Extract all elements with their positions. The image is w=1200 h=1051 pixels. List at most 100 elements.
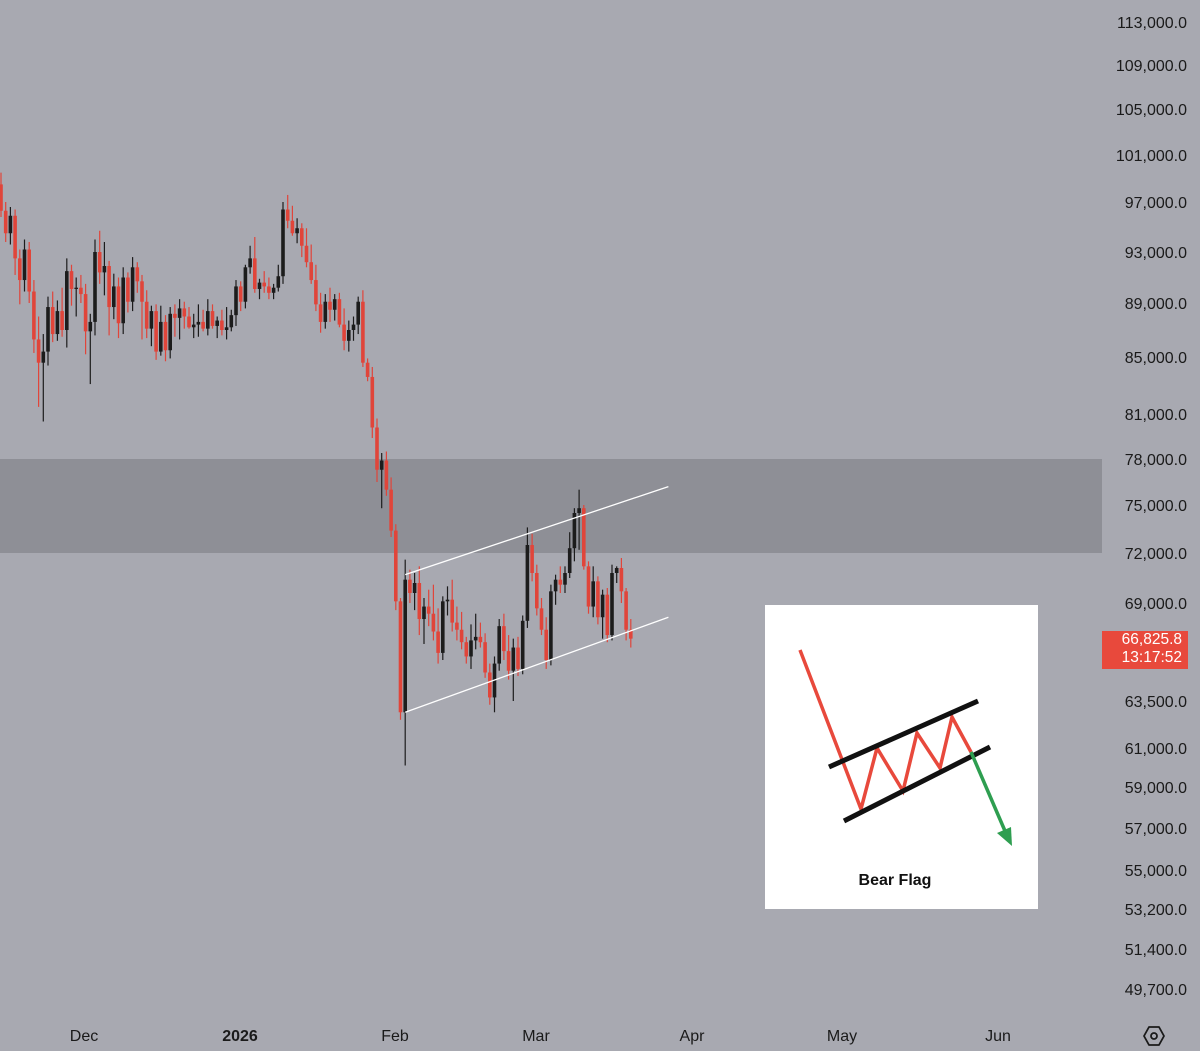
candle-body xyxy=(196,321,201,325)
x-axis-tick-label: Dec xyxy=(70,1028,98,1045)
y-axis-tick-label: 93,000.0 xyxy=(1125,245,1187,262)
candle-body xyxy=(558,579,563,585)
candle-body xyxy=(163,321,168,351)
candle-body xyxy=(173,313,177,318)
candle-body xyxy=(314,280,318,305)
candle-body xyxy=(478,636,483,643)
candle-body xyxy=(412,583,417,593)
candle-body xyxy=(304,245,309,263)
candle-body xyxy=(93,252,97,322)
candle-body xyxy=(516,647,520,669)
candle-body xyxy=(309,262,313,281)
candle-countdown: 13:17:52 xyxy=(1121,649,1182,666)
candle-body xyxy=(549,591,553,661)
candle-body xyxy=(403,579,407,713)
candle-body xyxy=(220,320,224,330)
candle-body xyxy=(36,339,41,363)
channel-lower-line xyxy=(404,616,669,713)
x-axis-tick-label: Jun xyxy=(985,1028,1011,1045)
candle-body xyxy=(0,184,3,211)
candle-body xyxy=(582,508,586,567)
candle-body xyxy=(506,651,511,671)
y-axis-tick-label: 61,000.0 xyxy=(1125,741,1187,758)
candle-body xyxy=(389,489,393,531)
candle-body xyxy=(394,530,398,602)
candle-body xyxy=(591,581,595,607)
candle-body xyxy=(3,210,8,234)
candle-body xyxy=(116,286,121,324)
candle-body xyxy=(422,606,426,620)
candle-body xyxy=(572,513,577,549)
breakdown-arrow-shaft xyxy=(969,751,1007,832)
resistance-zone xyxy=(0,459,1102,553)
x-axis-tick-label: Apr xyxy=(680,1028,706,1045)
candle-body xyxy=(365,362,370,377)
candle-body xyxy=(55,311,60,335)
candle-body xyxy=(619,568,624,592)
settings-icon[interactable] xyxy=(1142,1024,1166,1048)
candle-body xyxy=(520,620,525,669)
candle-body xyxy=(243,267,248,302)
candle-body xyxy=(553,579,558,592)
candle-body xyxy=(121,277,125,324)
candle-body xyxy=(596,581,600,618)
y-axis-tick-label: 55,000.0 xyxy=(1125,863,1187,880)
candle-body xyxy=(267,286,271,293)
flag-pole-and-zigzag xyxy=(798,649,973,815)
candle-body xyxy=(483,642,487,673)
candle-body xyxy=(563,573,567,585)
candle-body xyxy=(65,271,69,330)
candle-body xyxy=(356,301,360,325)
last-price-value: 66,825.8 xyxy=(1121,631,1182,648)
candle-body xyxy=(60,311,64,330)
x-axis-tick-label: 2026 xyxy=(222,1028,258,1045)
y-axis-tick-label: 78,000.0 xyxy=(1125,452,1187,469)
candle-body xyxy=(535,573,539,609)
candle-body xyxy=(224,327,229,330)
candle-body xyxy=(102,266,107,273)
candle-body xyxy=(441,601,445,653)
candle-body xyxy=(624,591,628,630)
candle-body xyxy=(600,594,605,618)
candle-body xyxy=(629,629,633,639)
candle-body xyxy=(253,258,257,289)
candle-body xyxy=(431,613,436,632)
candle-body xyxy=(328,301,332,310)
candle-body xyxy=(450,599,454,623)
candle-body xyxy=(215,320,219,326)
candle-body xyxy=(417,583,422,620)
candle-body xyxy=(126,277,130,302)
candle-body xyxy=(426,606,431,614)
candle-body xyxy=(262,282,266,287)
y-axis-tick-label: 113,000.0 xyxy=(1117,15,1187,32)
candle-body xyxy=(206,311,210,329)
y-axis-tick-label: 53,200.0 xyxy=(1125,902,1187,919)
candle-body xyxy=(149,311,154,329)
last-price-badge: 66,825.8 13:17:52 xyxy=(1102,631,1188,669)
candle-body xyxy=(351,324,356,330)
y-axis-tick-label: 101,000.0 xyxy=(1116,148,1187,165)
candle-body xyxy=(74,287,78,289)
candle-body xyxy=(544,629,548,661)
candle-body xyxy=(469,640,473,657)
candle-body xyxy=(41,351,46,363)
candle-body xyxy=(168,313,172,351)
candle-body xyxy=(488,672,492,698)
candle-body xyxy=(32,291,36,340)
candle-body xyxy=(257,282,262,289)
candle-body xyxy=(229,315,234,328)
candle-body xyxy=(614,568,619,573)
candle-body xyxy=(318,304,323,322)
candle-body xyxy=(201,321,205,329)
candle-body xyxy=(177,308,182,318)
candle-body xyxy=(97,252,102,273)
y-axis-tick-label: 105,000.0 xyxy=(1116,102,1187,119)
candle-body xyxy=(610,573,614,636)
candle-body xyxy=(27,249,31,292)
candle-body xyxy=(285,209,290,221)
candle-body xyxy=(347,330,351,341)
y-axis-tick-label: 81,000.0 xyxy=(1125,407,1187,424)
candle-body xyxy=(135,267,140,282)
y-axis-tick-label: 72,000.0 xyxy=(1125,546,1187,563)
